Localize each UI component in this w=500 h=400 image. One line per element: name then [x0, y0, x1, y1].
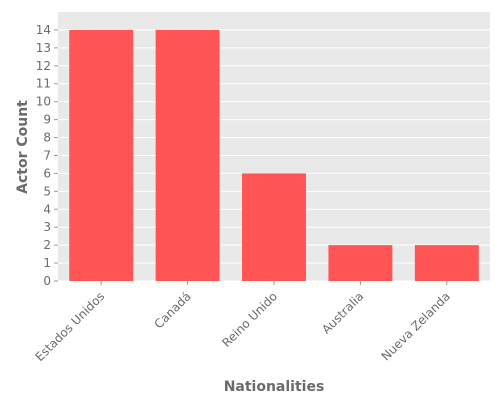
x-tick-label: Nueva Zelanda [379, 289, 453, 363]
y-tick-label: 7 [43, 148, 51, 162]
y-tick-label: 0 [43, 274, 51, 288]
x-tick-label: Reino Unido [219, 289, 280, 350]
y-tick-label: 3 [43, 220, 51, 234]
y-tick-label: 10 [36, 95, 51, 109]
y-tick-label: 12 [36, 59, 51, 73]
y-tick-label: 11 [36, 77, 51, 91]
y-tick-label: 2 [43, 238, 51, 252]
bars [69, 29, 479, 281]
y-tick-label: 5 [43, 184, 51, 198]
bar-4 [414, 245, 479, 281]
bar-0 [69, 29, 134, 281]
bar-2 [242, 173, 306, 281]
y-tick-label: 13 [36, 41, 51, 55]
y-tick-label: 4 [43, 202, 51, 216]
x-tick-label: Canadá [152, 289, 194, 331]
y-axis-title: Actor Count [15, 100, 31, 194]
x-axis-title: Nationalities [224, 379, 325, 395]
y-tick-label: 1 [43, 256, 51, 270]
x-axis-ticks: Estados Unidos Canadá Reino Unido Australia… [32, 281, 453, 364]
bar-3 [328, 245, 393, 281]
x-tick-label: Estados Unidos [32, 289, 107, 364]
bar-1 [155, 29, 220, 281]
x-tick-label: Australia [319, 289, 366, 336]
y-tick-label: 8 [43, 131, 51, 145]
y-tick-label: 14 [36, 23, 51, 37]
y-tick-label: 6 [43, 166, 51, 180]
y-tick-label: 9 [43, 113, 51, 127]
